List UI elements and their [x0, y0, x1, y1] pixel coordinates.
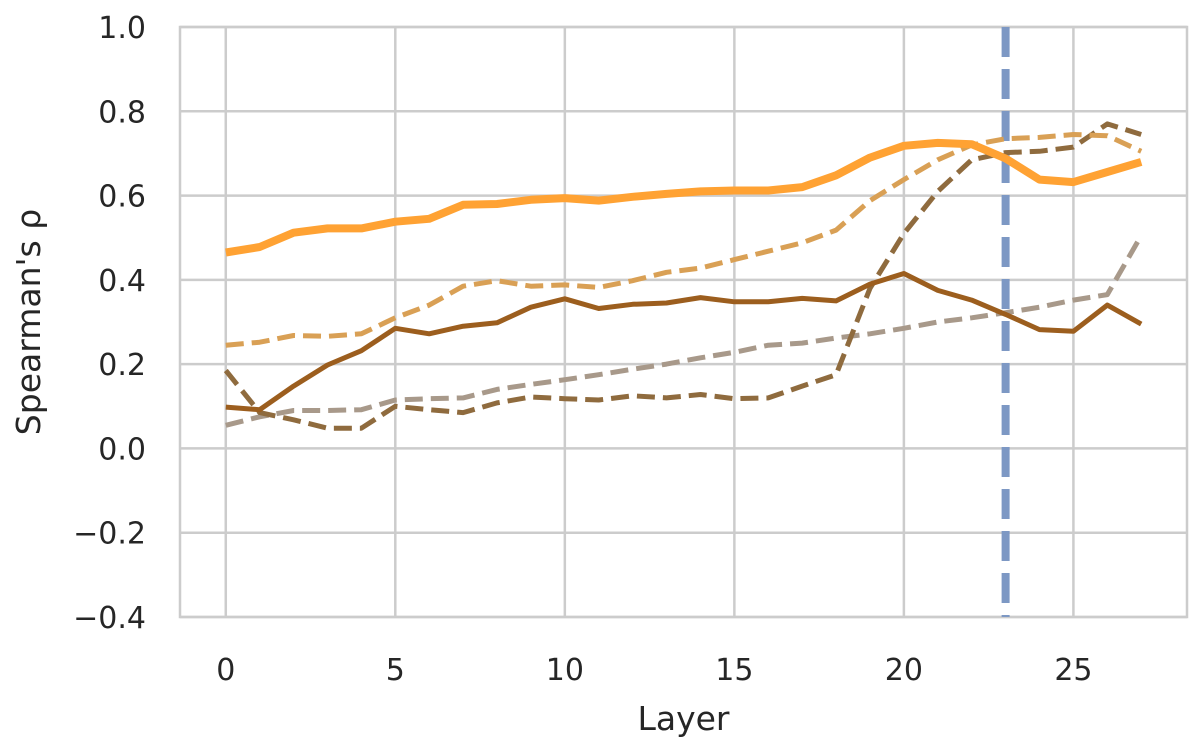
- x-axis-label: Layer: [637, 699, 729, 738]
- x-tick-label: 5: [386, 653, 405, 688]
- y-tick-label: −0.4: [73, 601, 146, 636]
- x-tick-label: 25: [1054, 653, 1092, 688]
- x-tick-label: 15: [715, 653, 753, 688]
- grid: [180, 25, 1187, 619]
- y-tick-label: 0.0: [98, 432, 146, 467]
- x-tick-label: 0: [216, 653, 235, 688]
- y-tick-labels: −0.4 −0.2 0.0 0.2 0.4 0.6 0.8 1.0: [73, 11, 146, 636]
- series-line-4: [225, 271, 1143, 413]
- y-tick-label: −0.2: [73, 517, 146, 552]
- y-tick-label: 0.6: [98, 180, 146, 215]
- y-tick-label: 0.2: [98, 348, 146, 383]
- x-tick-label: 20: [885, 653, 923, 688]
- x-tick-label: 10: [546, 653, 584, 688]
- y-tick-label: 0.8: [98, 95, 146, 130]
- series-line-2: [223, 121, 1142, 431]
- plot-frame: [178, 25, 1189, 619]
- series-layer: [223, 121, 1144, 431]
- x-tick-labels: 0 5 10 15 20 25: [216, 653, 1092, 688]
- y-axis-label: Spearman's ρ: [9, 209, 48, 435]
- y-tick-label: 0.4: [98, 264, 146, 299]
- y-tick-label: 1.0: [98, 11, 146, 46]
- series-line-3: [225, 132, 1143, 348]
- series-line-5: [225, 138, 1143, 257]
